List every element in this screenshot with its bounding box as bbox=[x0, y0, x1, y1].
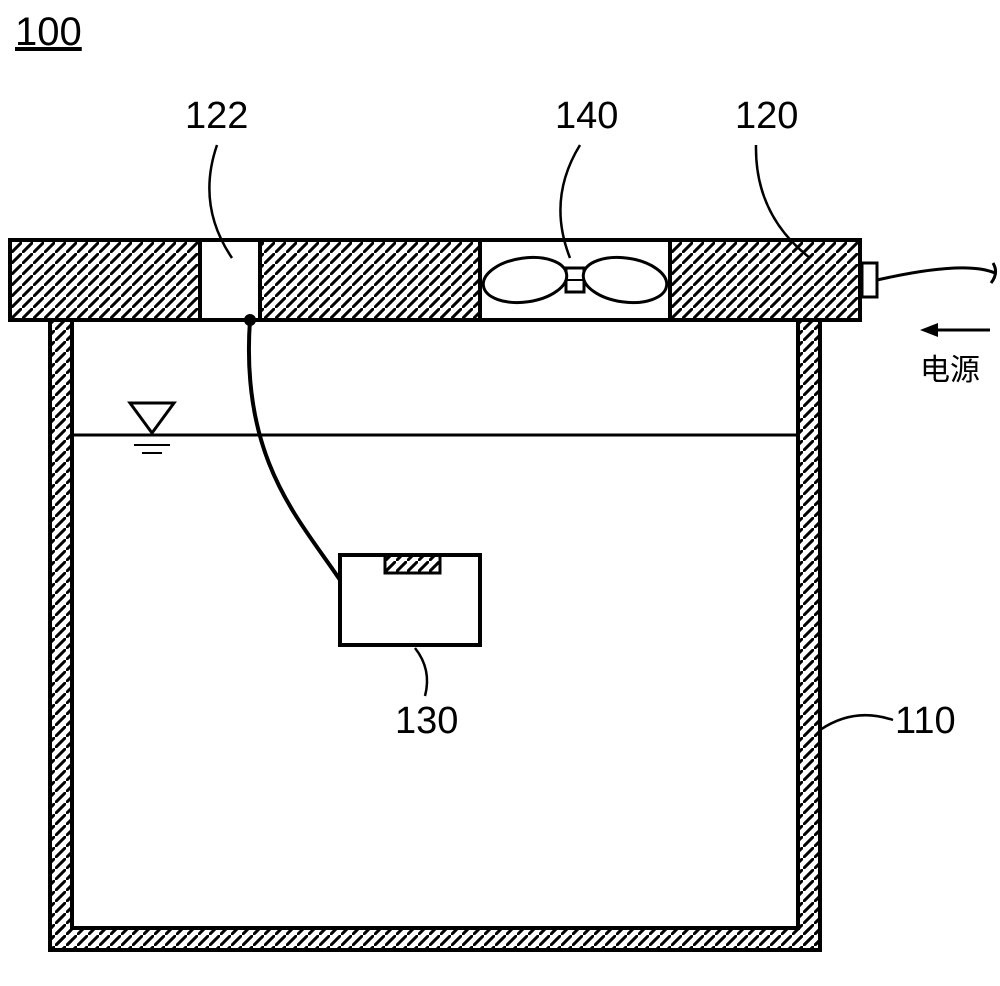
patent-diagram bbox=[0, 0, 1000, 986]
